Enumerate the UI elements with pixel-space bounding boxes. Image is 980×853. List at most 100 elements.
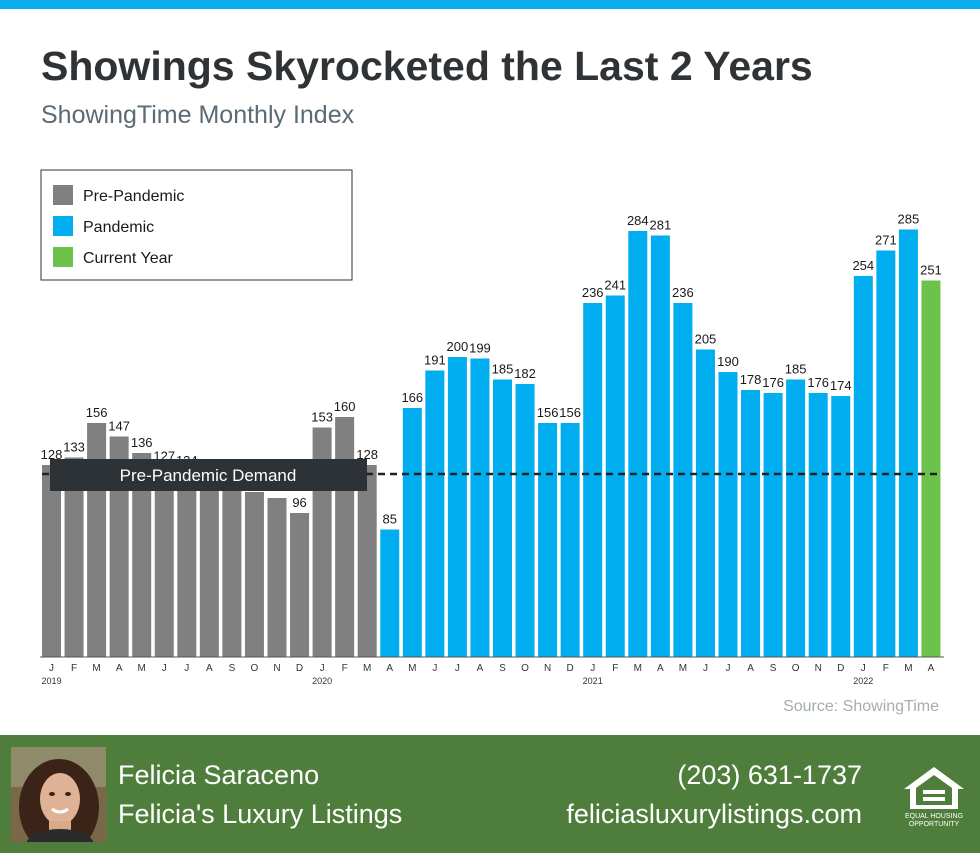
bar-value-label-28: 236 bbox=[672, 285, 694, 300]
badge-text-1: EQUAL HOUSING bbox=[905, 813, 963, 820]
reference-line-label: Pre-Pandemic Demand bbox=[120, 466, 297, 485]
month-tick-label-6: J bbox=[184, 663, 189, 674]
month-tick-label-38: M bbox=[904, 663, 912, 674]
month-tick-label-8: S bbox=[229, 663, 236, 674]
month-tick-label-13: F bbox=[342, 663, 348, 674]
bar-value-label-0: 128 bbox=[41, 447, 63, 462]
chart-subtitle: ShowingTime Monthly Index bbox=[41, 101, 355, 129]
bar-value-label-4: 136 bbox=[131, 435, 153, 450]
bar-28 bbox=[673, 303, 693, 657]
bar-15 bbox=[380, 529, 400, 657]
bar-value-label-14: 128 bbox=[356, 447, 378, 462]
month-tick-label-18: J bbox=[455, 663, 460, 674]
bar-value-label-24: 236 bbox=[582, 285, 604, 300]
bar-20 bbox=[493, 379, 512, 657]
bar-value-label-32: 176 bbox=[762, 375, 784, 390]
month-tick-label-22: N bbox=[544, 663, 551, 674]
year-label-2021: 2021 bbox=[583, 676, 603, 686]
bar-23 bbox=[560, 423, 580, 657]
bar-22 bbox=[538, 423, 558, 657]
agent-portrait-image bbox=[11, 747, 106, 842]
year-label-2022: 2022 bbox=[853, 676, 873, 686]
bar-31 bbox=[741, 390, 761, 657]
bar-value-label-31: 178 bbox=[740, 372, 762, 387]
legend-box bbox=[40, 169, 353, 281]
bar-0 bbox=[42, 465, 61, 657]
bar-26 bbox=[628, 231, 648, 657]
bar-36 bbox=[853, 276, 873, 657]
month-tick-label-30: J bbox=[726, 663, 731, 674]
bar-13 bbox=[335, 417, 355, 657]
agent-website[interactable]: feliciasluxurylistings.com bbox=[566, 799, 862, 829]
bar-value-label-17: 191 bbox=[424, 353, 446, 368]
agent-company: Felicia's Luxury Listings bbox=[118, 799, 403, 829]
bar-value-label-2: 156 bbox=[86, 405, 108, 420]
bar-value-label-18: 200 bbox=[447, 339, 469, 354]
bar-value-label-19: 199 bbox=[469, 341, 491, 356]
bar-11 bbox=[290, 513, 310, 657]
month-tick-label-37: F bbox=[883, 663, 889, 674]
month-tick-label-4: M bbox=[138, 663, 146, 674]
bar-30 bbox=[718, 372, 738, 657]
bar-10 bbox=[267, 498, 287, 657]
bar-value-label-34: 176 bbox=[807, 375, 829, 390]
legend-label-pan: Pandemic bbox=[83, 219, 154, 236]
bar-value-label-3: 147 bbox=[108, 419, 130, 434]
footer-banner: Felicia Saraceno Felicia's Luxury Listin… bbox=[0, 735, 980, 853]
bar-14 bbox=[357, 465, 377, 657]
bar-1 bbox=[64, 457, 84, 657]
bar-value-label-35: 174 bbox=[830, 378, 852, 393]
bar-value-label-26: 284 bbox=[627, 213, 649, 228]
bar-value-label-27: 281 bbox=[649, 218, 671, 233]
reference-line-group: Pre-Pandemic Demand bbox=[42, 459, 941, 491]
agent-avatar bbox=[11, 747, 106, 842]
month-tick-label-16: M bbox=[408, 663, 416, 674]
bar-value-label-15: 85 bbox=[383, 512, 397, 527]
agent-phone[interactable]: (203) 631-1737 bbox=[677, 760, 862, 790]
month-tick-label-15: A bbox=[386, 663, 393, 674]
month-tick-label-14: M bbox=[363, 663, 371, 674]
bar-value-label-12: 153 bbox=[311, 410, 333, 425]
month-tick-label-12: J bbox=[320, 663, 325, 674]
bar-5 bbox=[154, 466, 174, 657]
bar-37 bbox=[876, 250, 896, 657]
month-tick-label-1: F bbox=[71, 663, 77, 674]
bar-38 bbox=[898, 229, 918, 657]
month-tick-label-34: N bbox=[815, 663, 822, 674]
month-tick-label-5: J bbox=[162, 663, 167, 674]
month-tick-label-28: M bbox=[679, 663, 687, 674]
month-tick-label-7: A bbox=[206, 663, 213, 674]
legend-swatch-cur bbox=[53, 247, 73, 267]
bar-27 bbox=[650, 235, 670, 657]
bar-value-label-25: 241 bbox=[604, 278, 626, 293]
year-label-2020: 2020 bbox=[312, 676, 332, 686]
bar-7 bbox=[199, 474, 219, 657]
bar-4 bbox=[132, 453, 152, 657]
legend-label-pre: Pre-Pandemic bbox=[83, 188, 184, 205]
bar-value-label-11: 96 bbox=[292, 495, 306, 510]
month-tick-label-19: A bbox=[477, 663, 484, 674]
year-label-2019: 2019 bbox=[41, 676, 61, 686]
month-tick-label-11: D bbox=[296, 663, 303, 674]
month-tick-label-27: A bbox=[657, 663, 664, 674]
top-accent-bar bbox=[0, 0, 980, 9]
month-tick-label-39: A bbox=[928, 663, 935, 674]
bar-9 bbox=[244, 492, 264, 657]
equal-housing-opportunity-icon: EQUAL HOUSING OPPORTUNITY bbox=[904, 767, 964, 828]
bar-29 bbox=[695, 349, 715, 657]
bar-value-label-36: 254 bbox=[852, 258, 874, 273]
month-tick-label-33: O bbox=[792, 663, 800, 674]
bar-value-label-29: 205 bbox=[695, 332, 717, 347]
bar-value-label-39: 251 bbox=[920, 263, 942, 278]
bar-35 bbox=[831, 396, 851, 657]
month-tick-label-21: O bbox=[521, 663, 529, 674]
bar-24 bbox=[583, 303, 603, 657]
month-tick-label-32: S bbox=[770, 663, 777, 674]
bar-value-label-23: 156 bbox=[559, 405, 581, 420]
month-tick-label-10: N bbox=[273, 663, 280, 674]
month-tick-label-17: J bbox=[432, 663, 437, 674]
bar-value-label-33: 185 bbox=[785, 362, 807, 377]
bar-25 bbox=[605, 295, 625, 657]
bar-21 bbox=[515, 384, 535, 657]
month-tick-label-9: O bbox=[251, 663, 259, 674]
